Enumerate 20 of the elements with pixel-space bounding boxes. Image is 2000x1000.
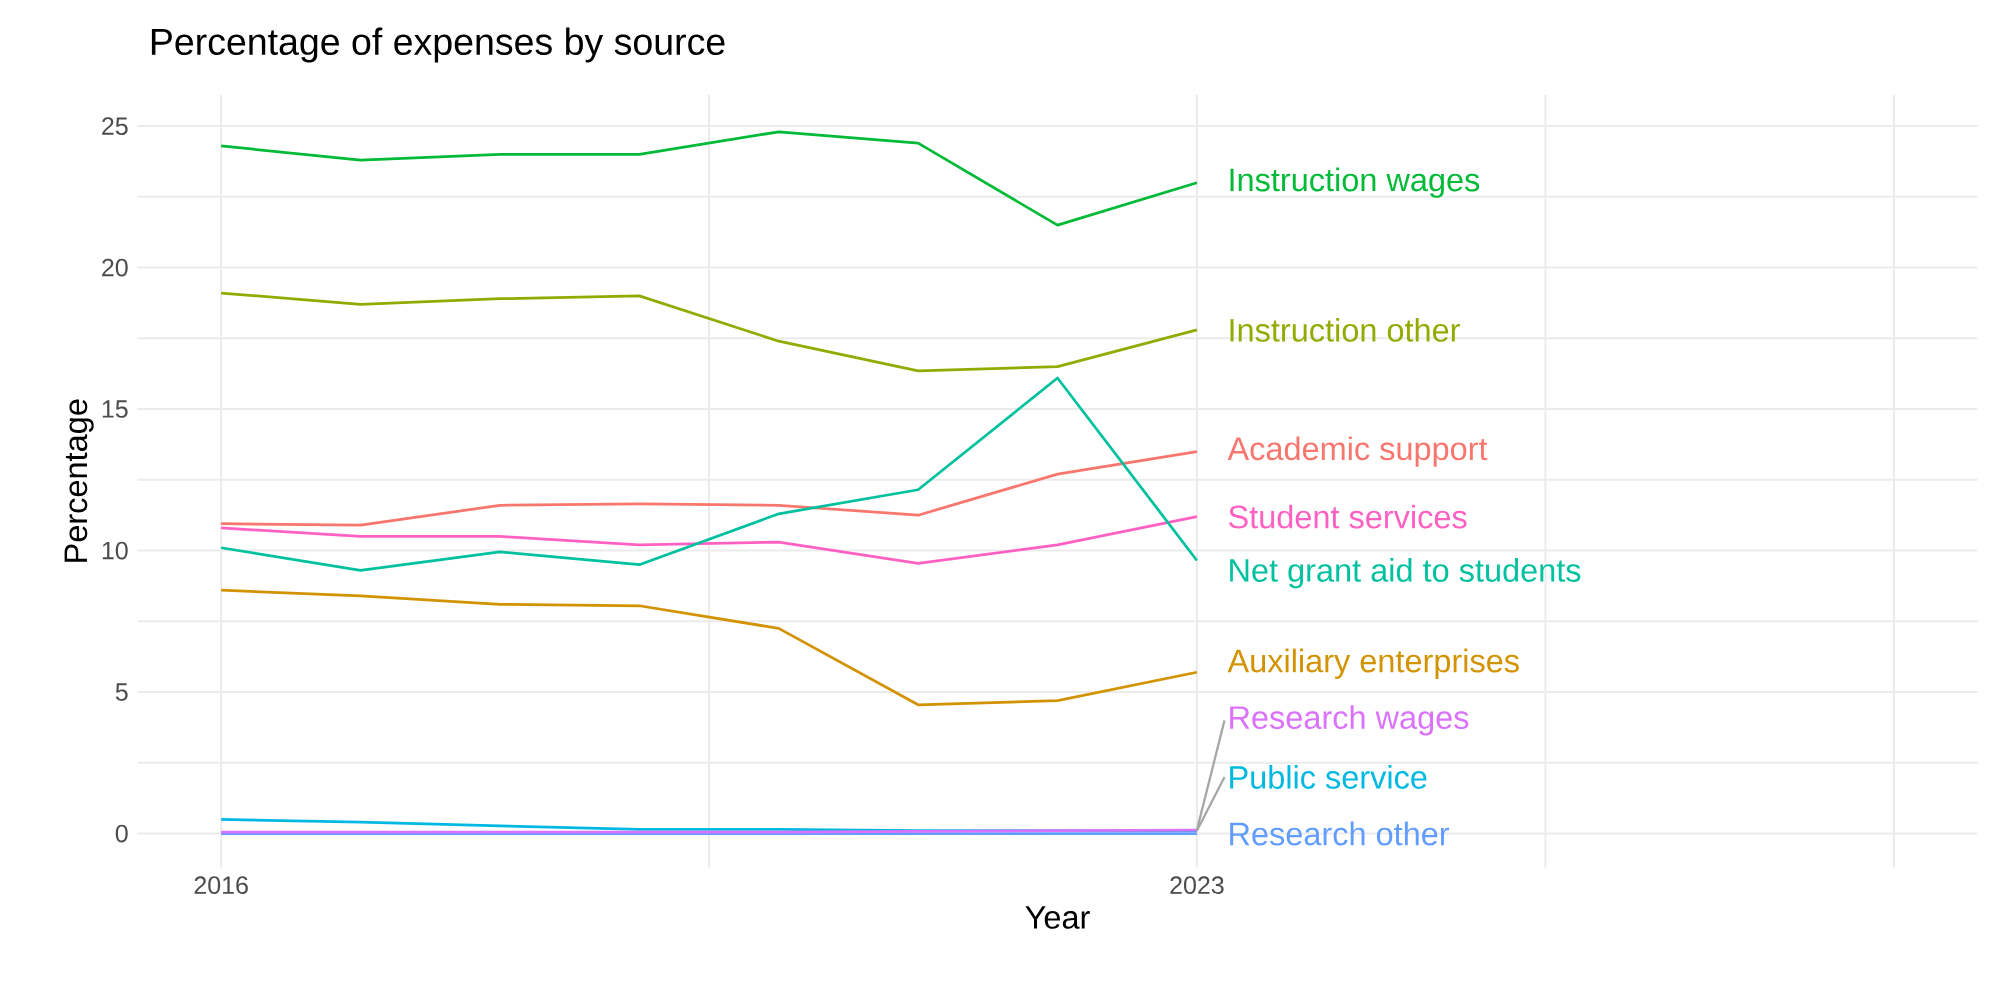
series-label: Student services [1228, 504, 1467, 529]
series-label: Public service [1230, 765, 1427, 789]
y-axis-title: Percentage [64, 399, 94, 562]
y-tick-label: 10 [102, 541, 128, 560]
x-axis-title: Year [1025, 906, 1090, 929]
x-tick-label: 2023 [1170, 876, 1224, 895]
y-tick-label: 5 [115, 683, 128, 701]
series-label: Instruction wages [1230, 167, 1480, 198]
x-tick-label: 2016 [194, 876, 248, 895]
y-tick-label: 20 [102, 258, 128, 277]
text: Research wages [1230, 705, 1469, 736]
y-tick-label: 0 [115, 824, 128, 843]
series-label: Net grant aid to students [1230, 558, 1581, 589]
chart-title: Percentage of expenses by source [151, 27, 725, 63]
series-label: Research other [1230, 821, 1450, 846]
y-tick-label: 25 [102, 117, 128, 135]
y-tick-label: 15 [102, 400, 128, 418]
series-label: Auxiliary enterprises [1227, 648, 1519, 679]
series-label: Instruction other [1230, 317, 1460, 342]
series-label: Academic support [1227, 436, 1488, 467]
